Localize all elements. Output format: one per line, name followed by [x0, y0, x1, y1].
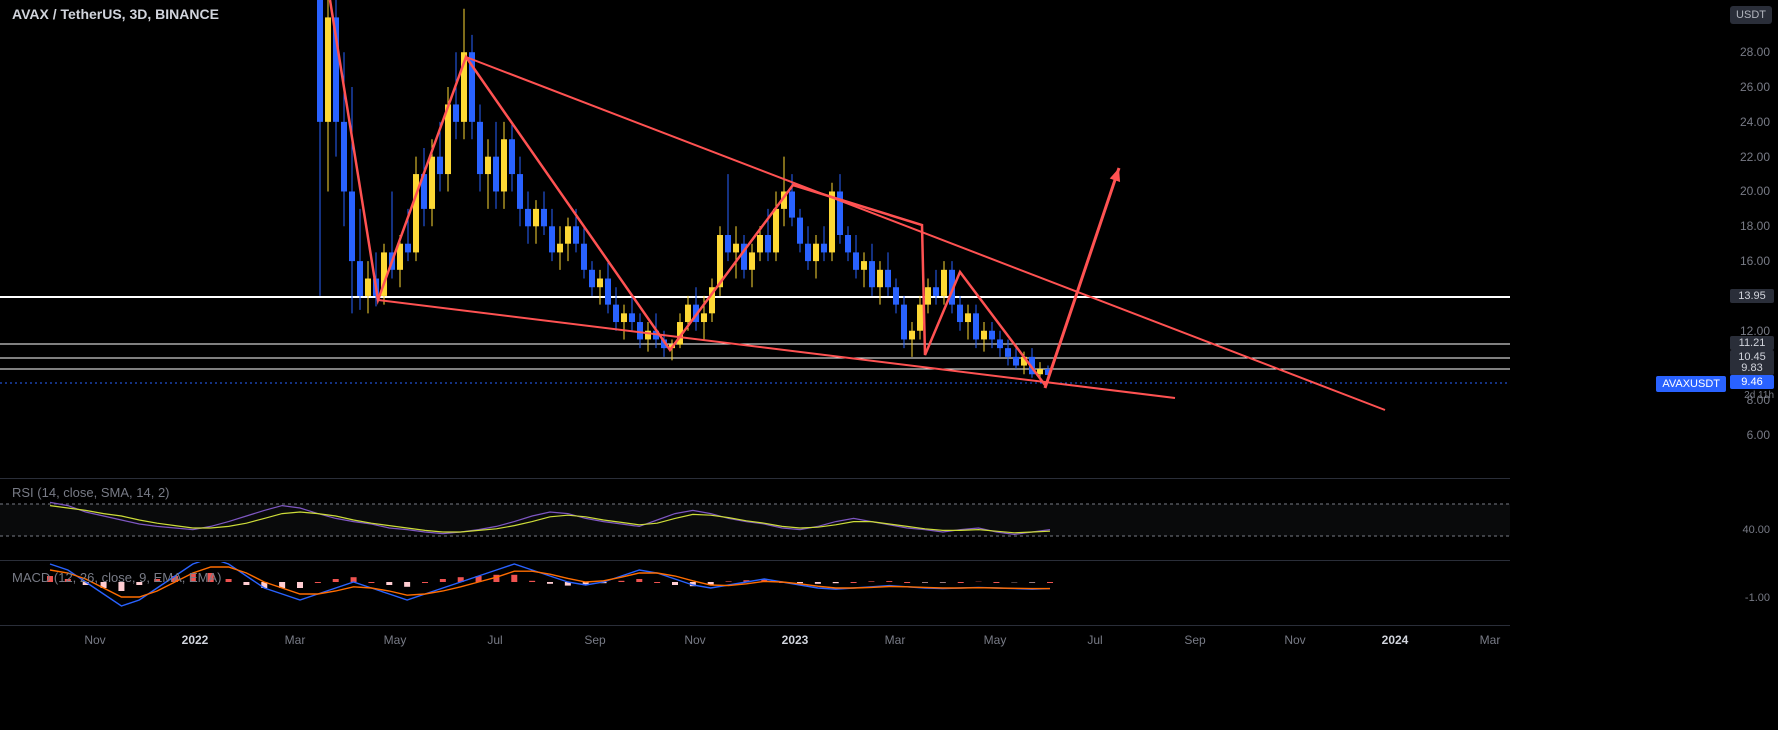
macd-tick: -1.00: [1745, 592, 1770, 604]
x-axis-tick: Nov: [84, 633, 105, 647]
x-axis-tick: Nov: [684, 633, 705, 647]
x-axis-tick: 2023: [782, 633, 809, 647]
y-axis-tick: 24.00: [1740, 115, 1770, 129]
countdown-label: 2d 11h: [1744, 390, 1774, 401]
price-level-label: 9.46: [1730, 375, 1774, 389]
x-axis-tick: May: [984, 633, 1007, 647]
rsi-tick: 40.00: [1742, 524, 1770, 536]
price-level-label: 13.95: [1730, 289, 1774, 303]
y-axis-tick: 18.00: [1740, 219, 1770, 233]
symbol-label[interactable]: AVAX / TetherUS, 3D, BINANCE: [12, 6, 219, 22]
x-axis-tick: 2024: [1382, 633, 1409, 647]
rsi-pane[interactable]: [0, 480, 1510, 560]
x-axis-tick: May: [384, 633, 407, 647]
y-axis-tick: 16.00: [1740, 254, 1770, 268]
rsi-label[interactable]: RSI (14, close, SMA, 14, 2): [12, 485, 170, 500]
macd-label[interactable]: MACD (12, 26, close, 9, EMA, EMA): [12, 570, 222, 585]
currency-badge[interactable]: USDT: [1730, 6, 1772, 24]
y-axis-tick: 20.00: [1740, 184, 1770, 198]
macd-pane[interactable]: [0, 562, 1510, 624]
x-axis[interactable]: Nov 2022 Mar May Jul Sep Nov 2023 Mar May Jul Sep No…: [0, 627, 1510, 655]
x-axis-tick: Jul: [487, 633, 502, 647]
x-axis-tick: Mar: [1480, 633, 1501, 647]
pane-divider: [0, 478, 1510, 479]
x-axis-tick: Sep: [584, 633, 605, 647]
x-axis-tick: Mar: [885, 633, 906, 647]
x-axis-tick: Nov: [1284, 633, 1305, 647]
y-axis[interactable]: 30.0028.0026.0024.0022.0020.0018.0016.00…: [1720, 0, 1778, 625]
y-axis-tick: 26.00: [1740, 80, 1770, 94]
x-axis-tick: Mar: [285, 633, 306, 647]
y-axis-tick: 28.00: [1740, 45, 1770, 59]
pane-divider: [0, 625, 1510, 626]
x-axis-tick: 2022: [182, 633, 209, 647]
x-axis-tick: Sep: [1184, 633, 1205, 647]
y-axis-tick: 22.00: [1740, 150, 1770, 164]
y-axis-tick: 6.00: [1747, 428, 1770, 442]
price-level-label: 11.21: [1730, 336, 1774, 350]
symbol-pill: AVAXUSDT: [1656, 376, 1726, 392]
x-axis-tick: Jul: [1087, 633, 1102, 647]
price-level-label: 9.83: [1730, 361, 1774, 375]
pane-divider: [0, 560, 1510, 561]
